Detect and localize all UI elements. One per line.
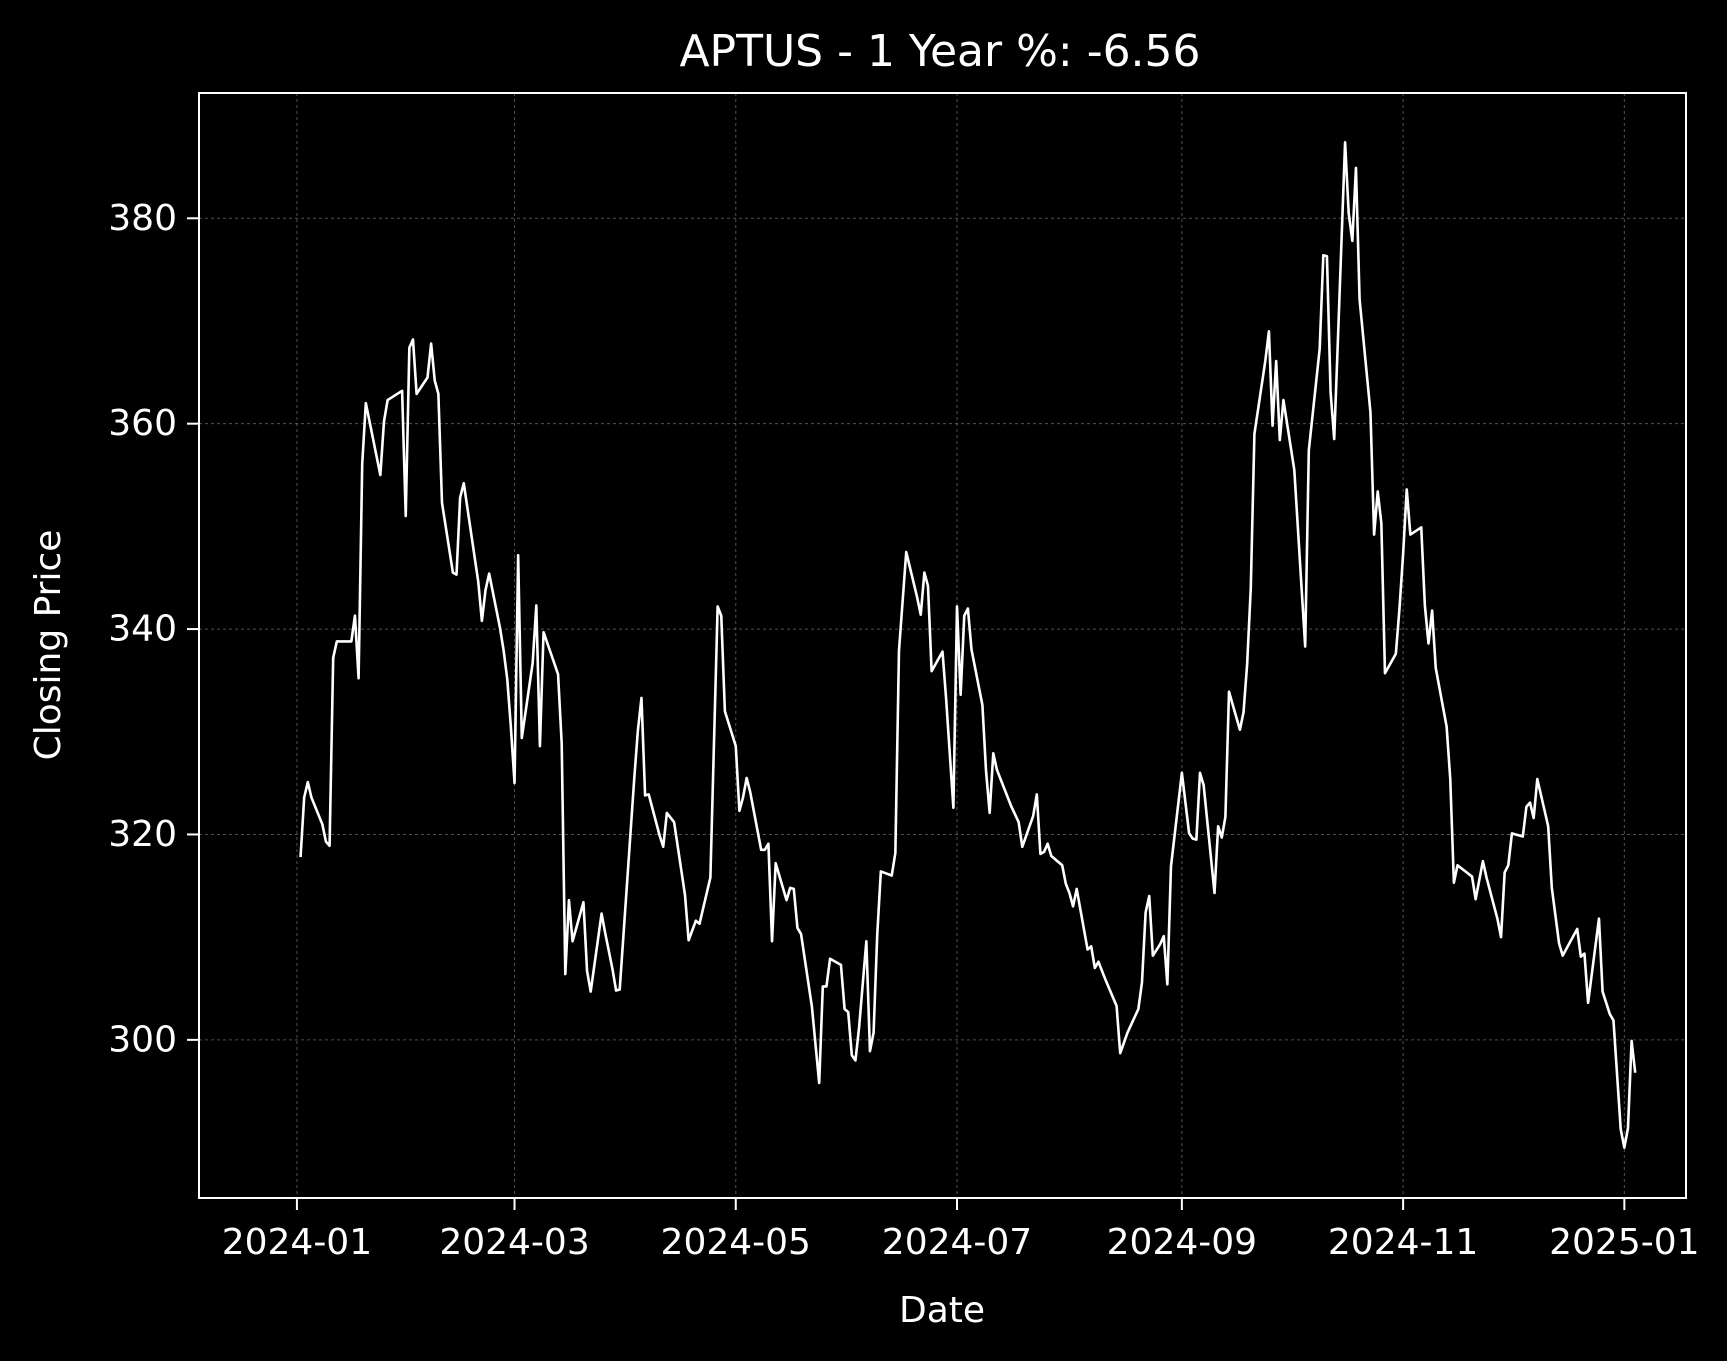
series-layer [299, 140, 1637, 1149]
axis-ticks: 2024-01 2024-03 2024-05 2024-07 2024-09 2024-… [108, 198, 1699, 1263]
y-tick-label: 360 [108, 403, 177, 444]
x-tick-label: 2024-09 [1107, 1222, 1257, 1263]
series-line-aptus [299, 140, 1637, 1149]
y-tick-label: 320 [108, 814, 177, 855]
x-tick-label: 2024-05 [661, 1222, 811, 1263]
y-tick-label: 340 [108, 609, 177, 650]
x-tick-label: 2025-01 [1549, 1222, 1699, 1263]
x-axis-label: Date [899, 1290, 985, 1331]
chart-title: APTUS - 1 Year %: -6.56 [679, 26, 1200, 77]
y-tick-label: 300 [108, 1019, 177, 1060]
x-tick-label: 2024-07 [882, 1222, 1032, 1263]
y-tick-label: 380 [108, 198, 177, 239]
x-tick-label: 2024-11 [1328, 1222, 1478, 1263]
x-tick-label: 2024-01 [222, 1222, 372, 1263]
plot-frame [198, 92, 1687, 1199]
x-tick-label: 2024-03 [439, 1222, 589, 1263]
y-axis-label: Closing Price [28, 530, 69, 761]
